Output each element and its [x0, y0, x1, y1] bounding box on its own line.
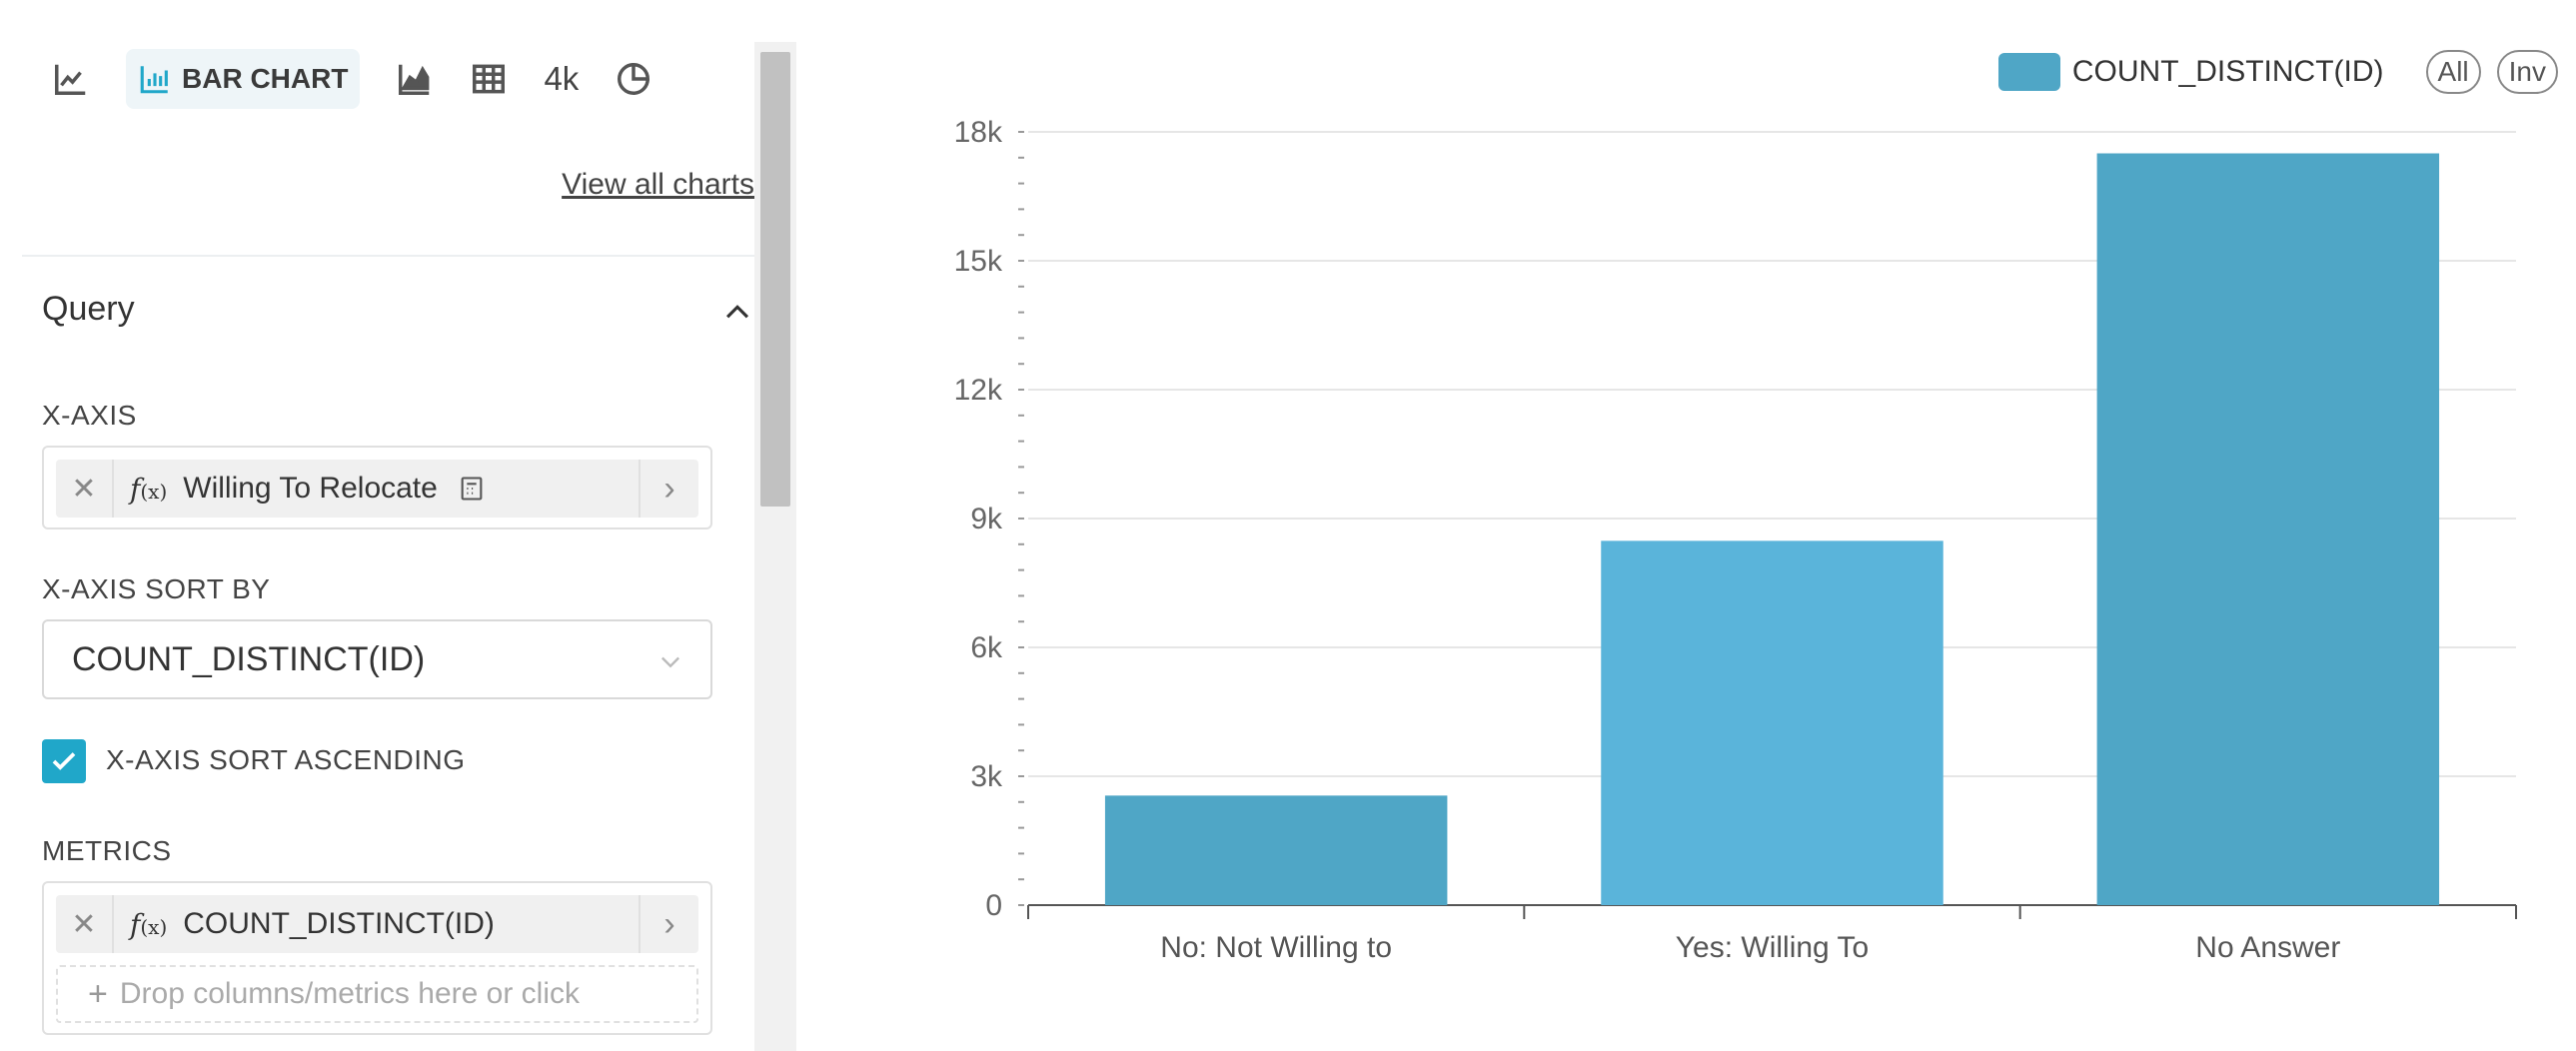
- sort-ascending-label: X-AXIS SORT ASCENDING: [106, 744, 466, 775]
- divider: [22, 255, 796, 257]
- big-number-label: 4k: [544, 60, 580, 97]
- plus-icon: +: [88, 974, 108, 1013]
- chevron-right-icon[interactable]: ›: [639, 895, 698, 953]
- remove-metric-icon[interactable]: ✕: [56, 895, 114, 953]
- legend-inv-button[interactable]: Inv: [2496, 50, 2558, 94]
- y-tick-label: 18k: [954, 116, 1003, 149]
- panel-scrollbar[interactable]: [754, 42, 796, 1051]
- metrics-drop-zone[interactable]: + Drop columns/metrics here or click: [56, 965, 698, 1023]
- x-tick-label: No: Not Willing to: [1160, 931, 1392, 964]
- line-chart-button[interactable]: [52, 49, 90, 109]
- chart-legend: COUNT_DISTINCT(ID) All Inv: [1997, 50, 2558, 94]
- chart-area: 0 3k 6k 9k 12k 15k 18k No: Not Willing to Yes: W…: [796, 0, 2576, 1051]
- control-panel: BAR CHART 4k View all charts Query X-AXI…: [0, 0, 796, 1051]
- view-all-charts-link[interactable]: View all charts: [562, 168, 754, 201]
- chevron-right-icon[interactable]: ›: [639, 460, 698, 518]
- scrollbar-thumb[interactable]: [760, 52, 790, 507]
- metric-pill[interactable]: ✕ f(x) COUNT_DISTINCT(ID) ›: [56, 895, 698, 953]
- calculator-icon: [461, 477, 483, 501]
- line-chart-icon: [55, 64, 86, 95]
- bar-chart-icon: [140, 66, 168, 94]
- remove-x-axis-icon[interactable]: ✕: [56, 460, 114, 518]
- pie-chart-button[interactable]: [615, 49, 652, 109]
- y-tick-label: 3k: [970, 760, 1003, 793]
- area-chart-icon: [399, 64, 430, 95]
- bar: [1104, 795, 1448, 905]
- x-axis-sort-by-value: COUNT_DISTINCT(ID): [72, 639, 426, 678]
- y-tick-label: 15k: [954, 245, 1003, 278]
- viz-type-selector: BAR CHART 4k: [52, 42, 688, 116]
- big-number-button[interactable]: 4k: [544, 49, 579, 109]
- y-tick-label: 6k: [970, 631, 1003, 664]
- bar: [2096, 153, 2440, 905]
- metrics-control: ✕ f(x) COUNT_DISTINCT(ID) › + Drop colum…: [42, 881, 712, 1035]
- bar-chart: 0 3k 6k 9k 12k 15k 18k No: Not Willing to Yes: W…: [954, 116, 2517, 964]
- x-axis-sort-by-label: X-AXIS SORT BY: [42, 573, 271, 604]
- x-tick-label: Yes: Willing To: [1676, 931, 1869, 964]
- legend-swatch[interactable]: [1997, 53, 2060, 91]
- drop-zone-placeholder: Drop columns/metrics here or click: [119, 977, 580, 1010]
- bar-chart-label: BAR CHART: [182, 63, 349, 94]
- chevron-up-icon[interactable]: [720, 296, 754, 330]
- fx-icon: f(x): [130, 472, 168, 506]
- table-button[interactable]: [470, 49, 508, 109]
- fx-icon: f(x): [130, 907, 168, 941]
- x-axis-sort-by-select[interactable]: COUNT_DISTINCT(ID): [42, 619, 712, 699]
- metrics-label: METRICS: [42, 835, 172, 866]
- legend-label[interactable]: COUNT_DISTINCT(ID): [2071, 55, 2384, 88]
- metric-value: COUNT_DISTINCT(ID): [183, 907, 495, 940]
- x-axis-label: X-AXIS: [42, 400, 137, 431]
- bar: [1601, 540, 1943, 905]
- pie-chart-icon: [618, 63, 650, 95]
- chevron-down-icon: [661, 656, 679, 668]
- check-icon: [52, 752, 76, 770]
- y-tick-label: 12k: [954, 374, 1003, 407]
- query-section-title: Query: [42, 290, 135, 328]
- x-tick-label: No Answer: [2195, 931, 2340, 964]
- x-axis-value: Willing To Relocate: [183, 472, 438, 505]
- x-axis-control: ✕ f(x) Willing To Relocate ›: [42, 446, 712, 529]
- area-chart-button[interactable]: [396, 49, 434, 109]
- table-icon: [473, 64, 506, 94]
- sort-ascending-checkbox[interactable]: [42, 739, 86, 783]
- bar-chart-button[interactable]: BAR CHART: [126, 49, 361, 109]
- legend-all-button[interactable]: All: [2425, 50, 2481, 94]
- x-axis-pill[interactable]: ✕ f(x) Willing To Relocate ›: [56, 460, 698, 518]
- y-tick-label: 9k: [970, 503, 1003, 535]
- y-tick-label: 0: [985, 889, 1002, 922]
